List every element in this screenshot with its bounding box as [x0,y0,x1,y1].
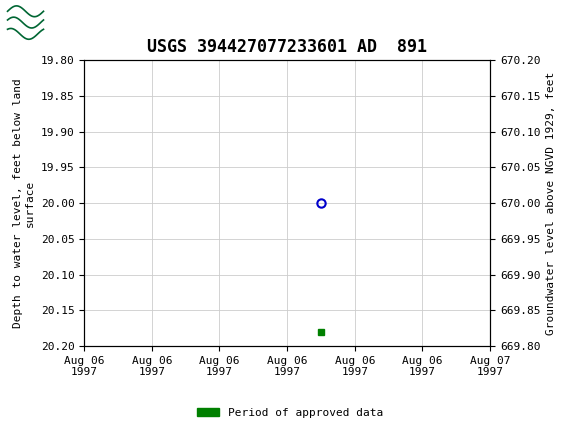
Legend: Period of approved data: Period of approved data [193,403,387,422]
Title: USGS 394427077233601 AD  891: USGS 394427077233601 AD 891 [147,38,427,56]
Y-axis label: Depth to water level, feet below land
surface: Depth to water level, feet below land su… [13,78,35,328]
Text: USGS: USGS [58,13,105,32]
Y-axis label: Groundwater level above NGVD 1929, feet: Groundwater level above NGVD 1929, feet [546,71,556,335]
Bar [6,2,46,43]
